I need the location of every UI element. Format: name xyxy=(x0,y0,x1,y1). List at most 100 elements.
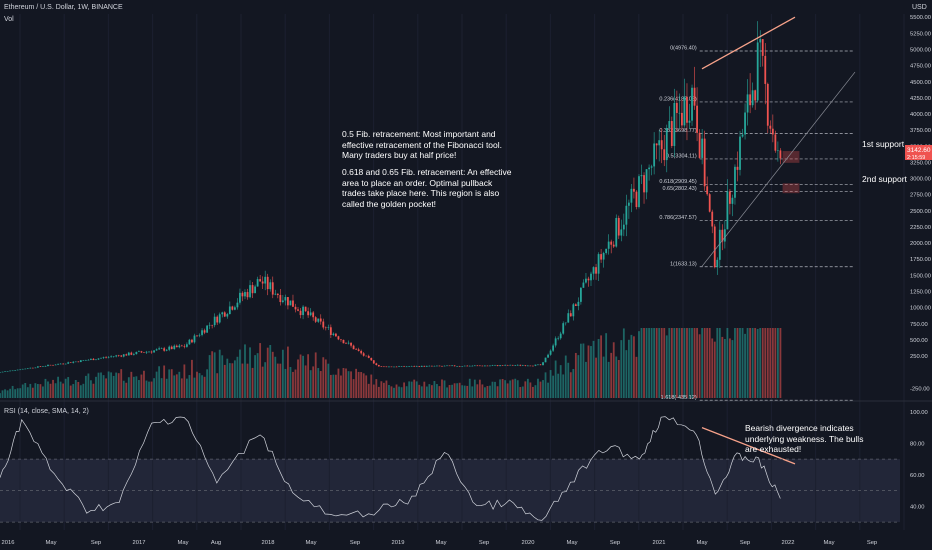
volume-bar xyxy=(39,384,42,398)
volume-bar xyxy=(448,385,451,398)
candle-body xyxy=(658,140,661,146)
volume-bar xyxy=(734,328,736,398)
candle-body xyxy=(168,346,171,350)
volume-bar xyxy=(521,386,524,398)
candle-body xyxy=(294,306,297,310)
candle-body xyxy=(269,282,272,290)
volume-bar xyxy=(476,384,479,398)
volume-bar xyxy=(741,328,744,398)
candle-body xyxy=(428,365,431,367)
candle-body xyxy=(708,194,711,212)
volume-bar xyxy=(567,362,570,398)
x-tick-label: May xyxy=(436,540,447,546)
volume-bar xyxy=(751,328,754,398)
volume-bar xyxy=(420,386,423,398)
volume-bar xyxy=(627,339,630,398)
volume-bar xyxy=(620,340,623,398)
fib-note-1: 0.5 Fib. retracement: Most important and… xyxy=(342,129,503,160)
candle-body xyxy=(776,150,779,152)
volume-bar xyxy=(226,358,229,398)
volume-bar xyxy=(572,369,575,398)
candle-body xyxy=(21,368,24,370)
volume-bar xyxy=(332,374,335,398)
candle-body xyxy=(117,355,120,357)
volume-bar xyxy=(756,329,759,398)
candle-body xyxy=(484,365,486,367)
candle-body xyxy=(292,300,294,307)
volume-bar xyxy=(468,378,471,398)
volume-bar xyxy=(552,375,555,398)
candle-body xyxy=(274,293,277,295)
candle-body xyxy=(410,366,413,367)
candle-body xyxy=(764,55,767,84)
volume-bar xyxy=(388,384,390,398)
candle-body xyxy=(718,229,721,260)
x-tick-label: 2022 xyxy=(782,540,795,546)
volume-bar xyxy=(274,356,277,398)
candle-body xyxy=(178,345,181,348)
volume-bar xyxy=(496,386,499,398)
x-tick-label: Sep xyxy=(740,540,750,546)
candle-body xyxy=(54,364,57,366)
volume-bar xyxy=(254,355,256,398)
candle-body xyxy=(600,254,603,260)
candle-body xyxy=(173,345,176,350)
candle-body xyxy=(771,128,774,135)
y-tick-label: 1750.00 xyxy=(910,257,931,263)
volume-bar xyxy=(188,375,191,398)
volume-bar xyxy=(127,377,130,398)
candle-body xyxy=(0,372,1,373)
candle-body xyxy=(701,138,704,158)
y-tick-label: 750.00 xyxy=(910,322,928,328)
volume-bar xyxy=(57,376,59,398)
volume-bar xyxy=(4,389,6,398)
candle-body xyxy=(16,369,19,371)
candle-body xyxy=(135,351,138,355)
volume-bar xyxy=(125,382,128,398)
volume-bar xyxy=(425,386,428,398)
volume-bar xyxy=(62,383,65,398)
candle-body xyxy=(87,359,90,361)
candle-body xyxy=(266,276,269,290)
volume-bar xyxy=(158,366,161,398)
volume-bar xyxy=(579,343,582,398)
candle-body xyxy=(524,365,527,366)
candle-body xyxy=(569,313,572,317)
candle-body xyxy=(420,365,423,367)
x-tick-label: May xyxy=(567,540,578,546)
volume-bar xyxy=(511,379,514,398)
candle-body xyxy=(736,166,739,170)
volume-bar xyxy=(723,339,726,398)
candle-body xyxy=(188,339,191,345)
volume-bar xyxy=(779,328,782,398)
volume-bar xyxy=(519,387,522,398)
volume-bar xyxy=(372,384,375,398)
candle-body xyxy=(723,229,726,242)
candle-body xyxy=(403,365,406,367)
volume-bar xyxy=(486,386,489,398)
volume-bar xyxy=(110,372,113,398)
candle-body xyxy=(347,342,350,344)
x-tick-label: Sep xyxy=(91,540,101,546)
volume-bar xyxy=(456,383,459,398)
volume-bar xyxy=(335,374,337,398)
candle-body xyxy=(395,366,398,368)
volume-bar xyxy=(170,369,173,398)
volume-bar xyxy=(688,328,691,398)
volume-bar xyxy=(504,380,507,398)
candle-body xyxy=(340,339,342,340)
volume-bar xyxy=(153,378,155,398)
volume-bar xyxy=(355,368,358,398)
candle-body xyxy=(183,346,186,347)
volume-bar xyxy=(415,381,418,398)
y-tick-label: 2750.00 xyxy=(910,193,931,199)
volume-bar xyxy=(529,382,532,398)
volume-bar xyxy=(534,385,537,398)
volume-bar xyxy=(251,367,254,398)
candle-body xyxy=(231,306,234,310)
volume-bar xyxy=(526,378,529,398)
volume-bar xyxy=(1,390,4,398)
volume-bar xyxy=(302,355,304,398)
candle-body xyxy=(749,94,752,106)
